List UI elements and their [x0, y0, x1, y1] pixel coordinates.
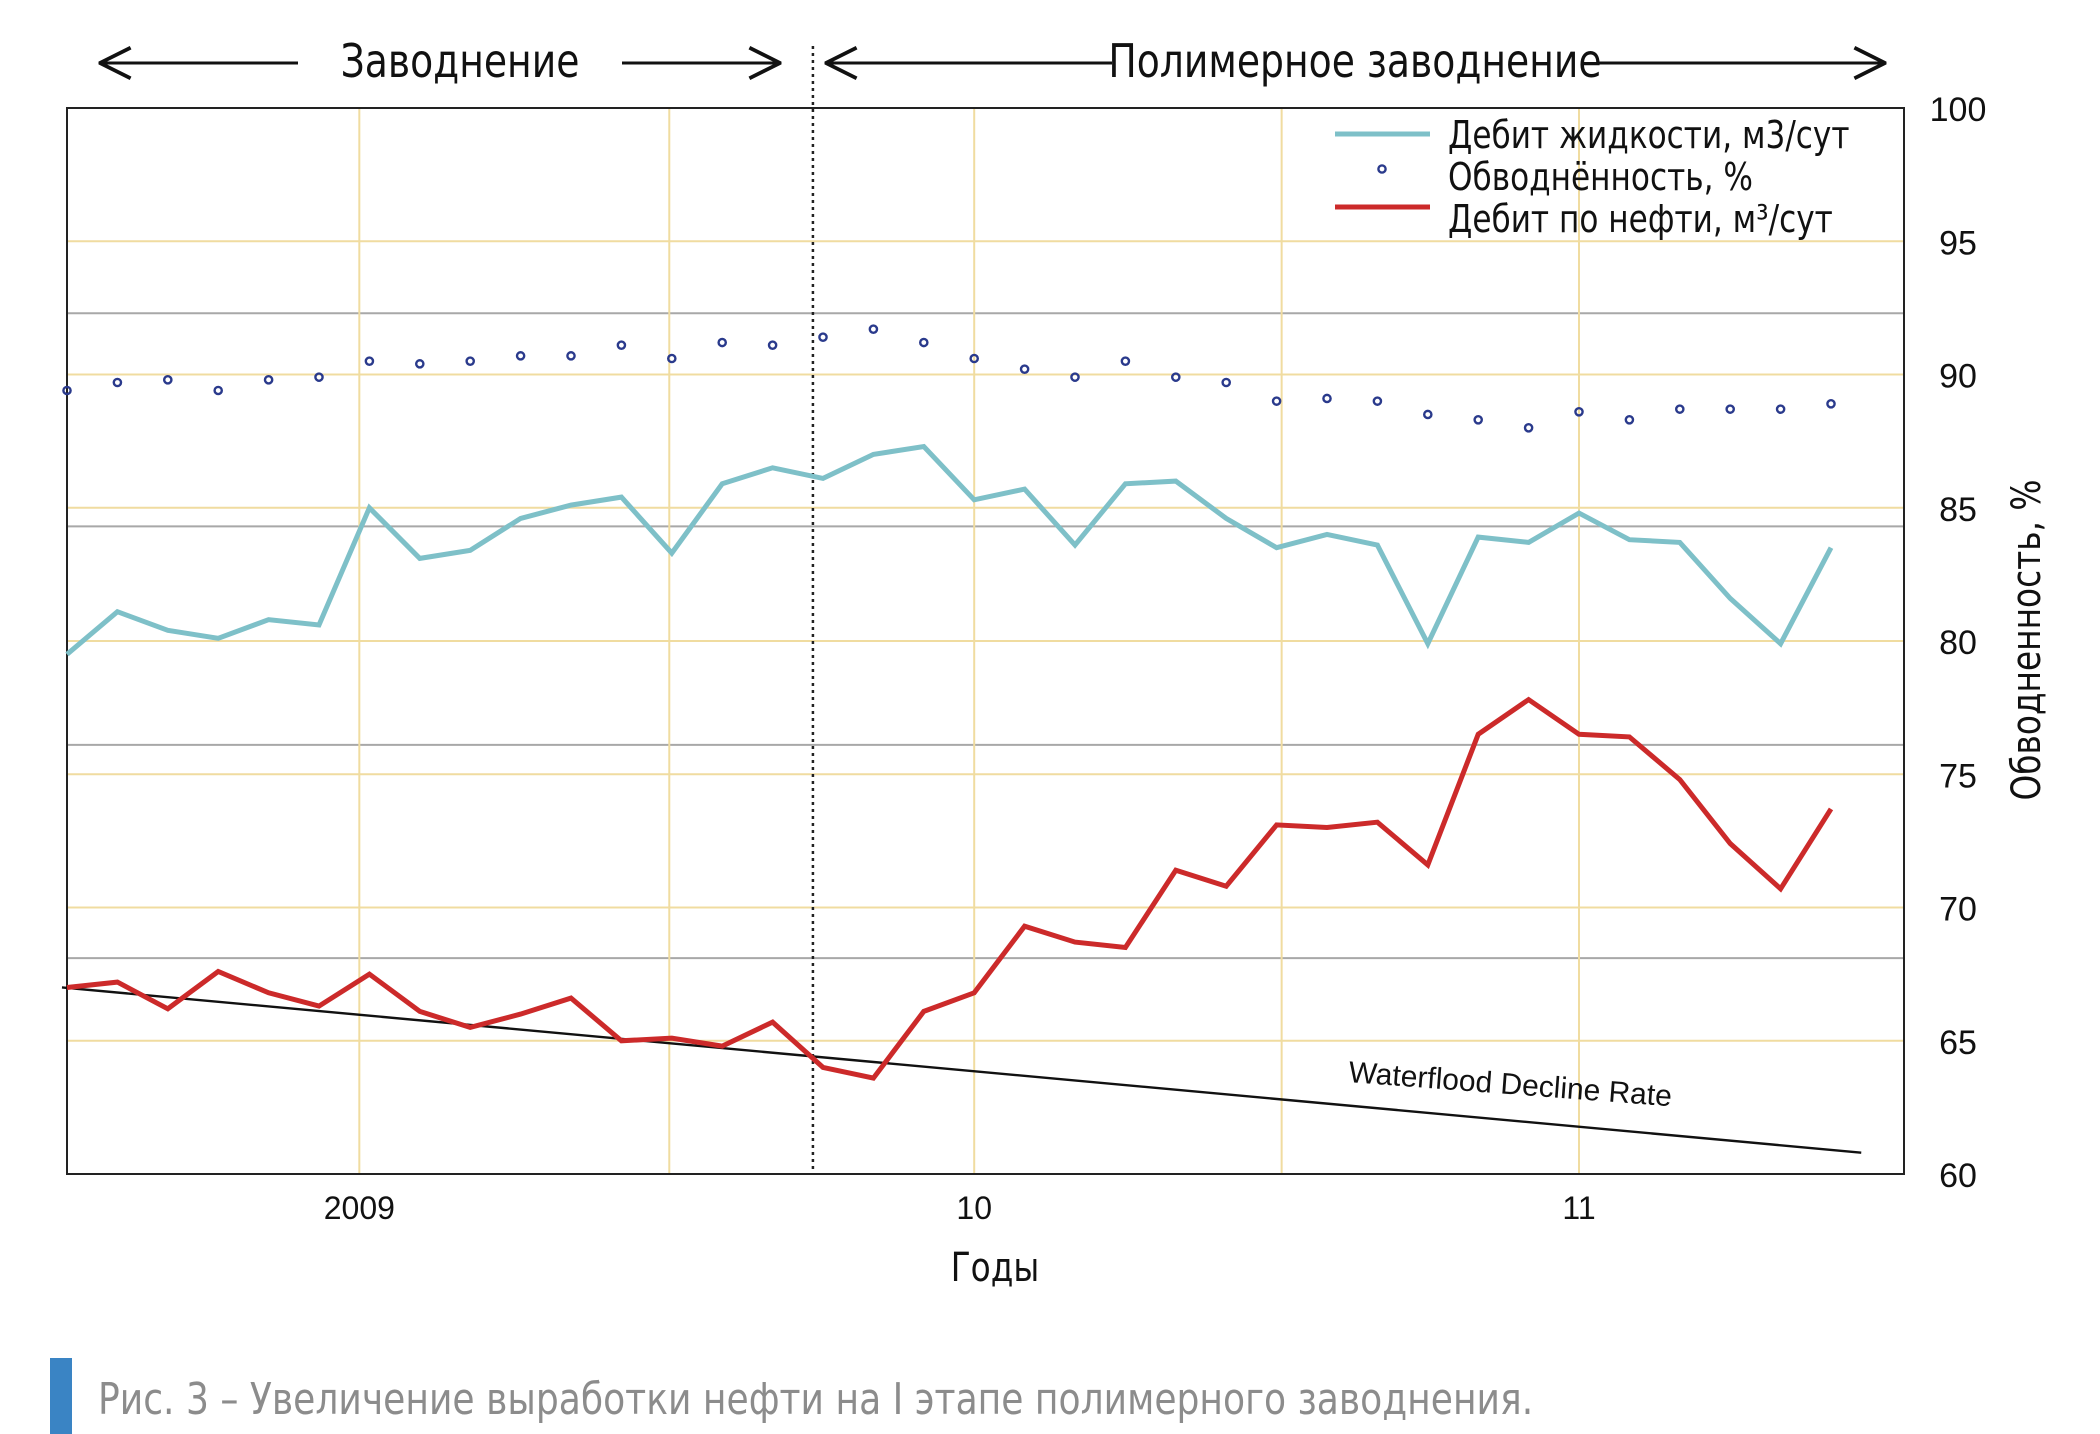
y-tick-label-80: 80: [1939, 624, 1977, 662]
caption-accent-bar: [50, 1358, 72, 1434]
watercut-point-19: [1019, 364, 1030, 374]
watercut-point-18: [969, 353, 980, 364]
watercut-point-10: [566, 351, 576, 361]
y-axis: 60 65 70 75 80 85 90 95 100: [1930, 91, 1987, 1195]
watercut-point-30: [1574, 407, 1584, 417]
watercut-point-32: [1675, 404, 1685, 414]
watercut-point-24: [1271, 396, 1282, 406]
watercut-point-1: [112, 377, 123, 388]
series-layer: [61, 324, 1862, 1154]
x-tick-label-2009: 2009: [324, 1190, 395, 1226]
watercut-point-25: [1322, 393, 1332, 404]
watercut-point-6: [364, 356, 375, 366]
series-liquid-line: [65, 443, 1834, 657]
x-tick-label-10: 10: [956, 1190, 992, 1226]
y-tick-label-65: 65: [1939, 1024, 1977, 1062]
grid: [67, 108, 1904, 1174]
y-axis-title: Обводненность, %: [2003, 479, 2050, 800]
watercut-point-35: [1826, 399, 1836, 409]
legend-marker-watercut: [1377, 164, 1387, 174]
plot-area: [66, 46, 1905, 1175]
watercut-point-4: [263, 375, 274, 385]
series-oil-line: [66, 696, 1834, 1081]
watercut-point-26: [1372, 396, 1383, 406]
legend-label-oil: Дебит по нефти, м³/сут: [1448, 198, 1833, 242]
watercut-point-15: [818, 332, 828, 342]
y-tick-label-100: 100: [1930, 91, 1987, 129]
watercut-point-9: [515, 351, 526, 361]
watercut-point-14: [767, 340, 778, 350]
watercut-point-20: [1070, 372, 1080, 382]
watercut-point-11: [616, 340, 627, 350]
watercut-point-28: [1473, 415, 1483, 425]
y-tick-label-70: 70: [1939, 891, 1977, 929]
watercut-point-31: [1624, 415, 1635, 425]
watercut-point-23: [1221, 377, 1231, 388]
watercut-point-0: [62, 385, 72, 396]
watercut-point-17: [919, 337, 929, 348]
watercut-point-12: [667, 353, 677, 364]
watercut-point-29: [1523, 422, 1534, 433]
watercut-point-13: [717, 337, 728, 348]
x-axis-title: Годы: [951, 1244, 1040, 1291]
series-watercut-markers: [62, 324, 1836, 433]
y-tick-label-95: 95: [1939, 224, 1977, 262]
watercut-point-34: [1775, 404, 1786, 414]
plot-frame: [66, 107, 1905, 1175]
phase-header: Заводнение Полимерное заводнение: [100, 34, 1885, 88]
figure-caption: Рис. 3 – Увеличение выработки нефти на I…: [98, 1374, 1534, 1425]
watercut-point-33: [1725, 404, 1735, 414]
watercut-point-22: [1171, 372, 1181, 382]
watercut-point-7: [414, 359, 425, 369]
y-tick-label-90: 90: [1939, 358, 1977, 396]
legend-label-watercut: Обводнённость, %: [1448, 156, 1753, 200]
phase-left-label: Заводнение: [341, 34, 580, 88]
watercut-point-5: [314, 372, 324, 382]
watercut-point-16: [868, 324, 879, 334]
watercut-point-21: [1120, 356, 1131, 366]
decline-rate-label: Waterflood Decline Rate: [1347, 1056, 1673, 1113]
phase-right-label: Полимерное заводнение: [1108, 34, 1601, 88]
x-tick-label-11: 11: [1562, 1190, 1595, 1226]
watercut-point-27: [1423, 409, 1433, 420]
legend-label-liquid: Дебит жидкости, м3/сут: [1448, 114, 1850, 158]
watercut-point-2: [162, 375, 173, 385]
y-tick-label-75: 75: [1939, 757, 1977, 795]
legend: Дебит жидкости, м3/сут Обводнённость, % …: [1335, 114, 1850, 242]
series-decline-line: [61, 986, 1862, 1154]
x-axis: 2009 10 11: [324, 1190, 1596, 1226]
watercut-point-8: [465, 356, 476, 366]
y-tick-label-85: 85: [1939, 491, 1977, 529]
watercut-point-3: [213, 385, 223, 396]
y-tick-label-60: 60: [1939, 1157, 1977, 1195]
